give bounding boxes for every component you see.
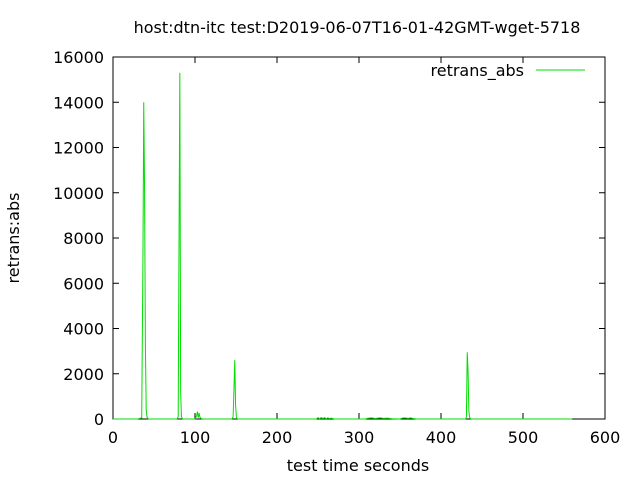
x-tick-label: 400 — [426, 428, 457, 447]
x-axis: 0 100 200 300 400 500 600 — [108, 57, 620, 447]
x-tick-label: 0 — [108, 428, 118, 447]
y-tick-label: 12000 — [53, 139, 104, 158]
y-tick-label: 2000 — [63, 365, 104, 384]
y-tick-label: 0 — [94, 410, 104, 429]
x-axis-label: test time seconds — [287, 456, 429, 475]
y-axis: 0 2000 4000 6000 8000 10000 12000 14000 16000 — [53, 48, 605, 429]
chart-title: host:dtn-itc test:D2019-06-07T16-01-42GM… — [134, 18, 581, 37]
y-tick-label: 4000 — [63, 320, 104, 339]
x-tick-label: 100 — [180, 428, 211, 447]
legend: retrans_abs — [431, 61, 585, 81]
plot-frame — [112, 56, 606, 420]
x-tick-label: 300 — [344, 428, 375, 447]
x-tick-label: 500 — [508, 428, 539, 447]
y-axis-label: retrans:abs — [4, 193, 23, 284]
y-tick-label: 8000 — [63, 229, 104, 248]
x-tick-label: 200 — [262, 428, 293, 447]
x-tick-label: 600 — [590, 428, 621, 447]
series-line-retrans-abs — [113, 72, 573, 420]
y-tick-label: 14000 — [53, 93, 104, 112]
legend-label: retrans_abs — [431, 61, 525, 81]
series-layer — [113, 72, 573, 420]
y-tick-label: 16000 — [53, 48, 104, 67]
y-tick-label: 10000 — [53, 184, 104, 203]
y-tick-label: 6000 — [63, 274, 104, 293]
